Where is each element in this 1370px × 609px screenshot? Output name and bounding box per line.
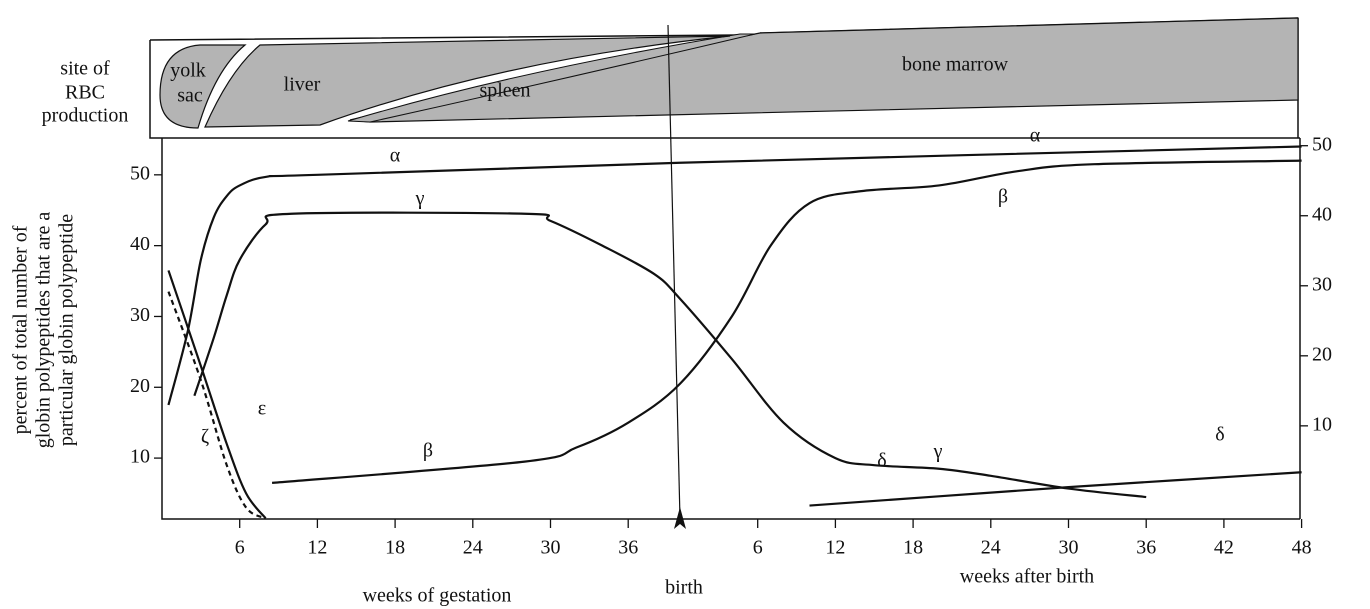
series-label: ζ	[201, 426, 209, 448]
site-label: sac	[177, 85, 203, 107]
x-axis-label: weeks after birth	[960, 566, 1094, 588]
series-line	[809, 471, 1302, 507]
x-tick-label: 18	[903, 537, 923, 559]
site-label: spleen	[479, 80, 530, 102]
x-tick-label: 24	[463, 537, 483, 559]
series-line	[193, 211, 1147, 499]
y-axis-label: percent of total number of	[10, 225, 32, 434]
x-tick-label: 6	[235, 537, 245, 559]
y-tick-label: 50	[130, 162, 150, 184]
y2-tick-label: 20	[1312, 343, 1332, 365]
y-tick-label: 40	[130, 233, 150, 255]
x-tick-label: 30	[1059, 537, 1079, 559]
x-axis-label: weeks of gestation	[363, 585, 512, 607]
x-tick-label: 18	[385, 537, 405, 559]
y-axis-label: particular globin polypeptide	[56, 214, 78, 446]
production-panel: site of RBC production yolk sac liver sp…	[42, 17, 1300, 139]
site-label: yolk	[170, 60, 206, 82]
y2-tick-label: 30	[1312, 273, 1332, 295]
y-tick-label: 10	[130, 446, 150, 468]
y2-tick-label: 10	[1312, 413, 1332, 435]
site-title: RBC	[65, 82, 105, 104]
series-label: δ	[1215, 424, 1224, 446]
x-tick-label: 24	[981, 537, 1001, 559]
site-label: bone marrow	[902, 54, 1009, 76]
site-title: production	[42, 105, 129, 127]
series-label: α	[390, 145, 401, 167]
series-label: γ	[933, 441, 943, 463]
y-tick-label: 30	[130, 304, 150, 326]
series-label: α	[1030, 125, 1041, 147]
series-line	[167, 145, 1302, 406]
yolk-sac-region	[159, 44, 247, 129]
series-label: ε	[258, 398, 266, 420]
spleen-region	[347, 33, 756, 123]
series-line	[167, 291, 267, 520]
series-label: γ	[415, 188, 425, 210]
site-title: site of	[60, 58, 110, 80]
series-label: β	[423, 440, 433, 462]
x-tick-label: 48	[1292, 537, 1312, 559]
axes	[161, 138, 1301, 520]
x-tick-label: 12	[825, 537, 845, 559]
birth-arrow	[674, 507, 686, 529]
x-tick-label: 36	[618, 537, 638, 559]
birth-line	[667, 24, 681, 520]
y-tick-label: 20	[130, 375, 150, 397]
y2-tick-label: 50	[1312, 133, 1332, 155]
x-tick-label: 12	[307, 537, 327, 559]
x-tick-label: 42	[1214, 537, 1234, 559]
series-label: β	[998, 186, 1008, 208]
liver-region	[204, 35, 731, 128]
y-axis-label: globin polypeptides that are a	[33, 212, 55, 449]
x-tick-label: 30	[541, 537, 561, 559]
series-label: δ	[877, 450, 886, 472]
x-tick-label: 6	[753, 537, 763, 559]
series-line	[271, 159, 1302, 484]
series-line	[167, 270, 267, 519]
birth-label: birth	[665, 577, 703, 599]
site-label: liver	[284, 74, 321, 96]
y2-tick-label: 40	[1312, 203, 1332, 225]
x-tick-label: 36	[1136, 537, 1156, 559]
